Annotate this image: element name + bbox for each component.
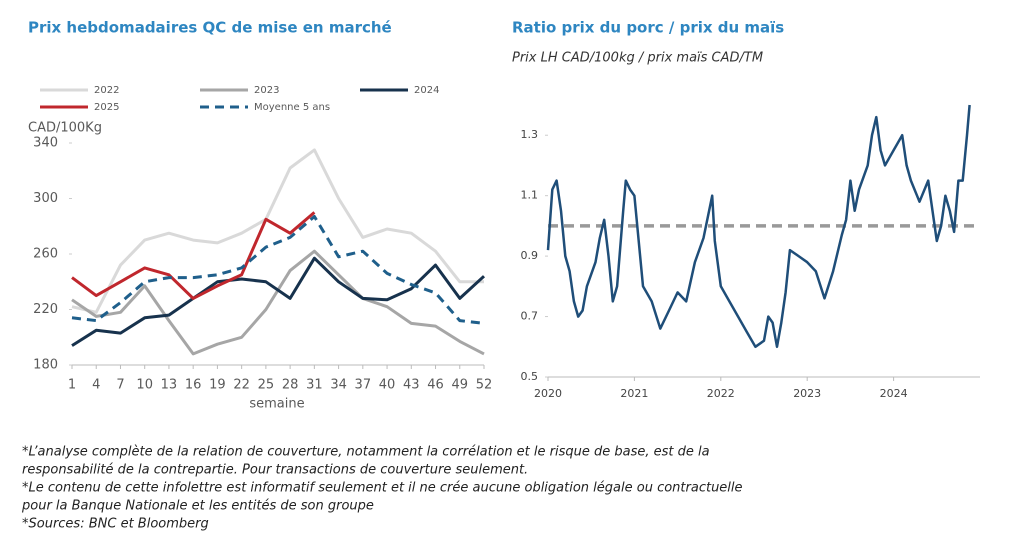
x-tick-label: 2021 <box>620 387 648 400</box>
footnote-line: *Le contenu de cette infolettre est info… <box>22 481 743 496</box>
x-tick-label: 40 <box>379 378 396 393</box>
x-tick-label: 34 <box>330 378 347 393</box>
x-tick-label: 49 <box>451 378 468 393</box>
footnote-line: *L’analyse complète de la relation de co… <box>22 445 710 460</box>
x-tick-label: 19 <box>209 378 226 393</box>
y-axis-label: CAD/100Kg <box>28 121 102 136</box>
x-tick-label: 7 <box>116 378 124 393</box>
footnotes: *L’analyse complète de la relation de co… <box>21 445 743 532</box>
series-line <box>71 148 484 314</box>
x-axis-label: semaine <box>249 397 304 412</box>
x-tick-label: 28 <box>282 378 299 393</box>
y-tick-label: 0.7 <box>521 310 539 323</box>
footnote-line: responsabilité de la contrepartie. Pour … <box>22 463 528 478</box>
y-tick-label: 300 <box>33 191 58 206</box>
x-tick-label: 2022 <box>707 387 735 400</box>
x-tick-label: 31 <box>306 378 323 393</box>
x-tick-label: 43 <box>403 378 420 393</box>
y-tick-label: 1.3 <box>521 128 539 141</box>
legend-label: 2024 <box>414 85 439 96</box>
y-tick-label: 220 <box>33 302 58 317</box>
series-line <box>546 104 971 349</box>
legend-label: 2023 <box>254 85 279 96</box>
x-tick-label: 2024 <box>880 387 908 400</box>
series-line <box>71 211 316 300</box>
series-line <box>71 215 485 325</box>
y-tick-label: 1.1 <box>521 189 539 202</box>
legend-label: Moyenne 5 ans <box>254 102 330 113</box>
x-tick-label: 2020 <box>534 387 562 400</box>
footnote-line: *Sources: BNC et Bloomberg <box>22 517 209 532</box>
x-tick-label: 4 <box>92 378 100 393</box>
x-tick-label: 52 <box>476 378 493 393</box>
chart-title: Prix hebdomadaires QC de mise en marché <box>28 19 392 37</box>
x-tick-label: 37 <box>355 378 372 393</box>
y-tick-label: 340 <box>33 136 58 151</box>
x-tick-label: 13 <box>161 378 178 393</box>
series-line <box>71 256 486 347</box>
series-line <box>71 249 485 356</box>
y-tick-label: 260 <box>33 247 58 262</box>
x-tick-label: 1 <box>68 378 76 393</box>
x-tick-label: 16 <box>185 378 202 393</box>
x-tick-label: 10 <box>136 378 153 393</box>
y-tick-label: 180 <box>33 358 58 373</box>
footnote-line: pour la Banque Nationale et les entités … <box>21 499 374 514</box>
x-tick-label: 22 <box>233 378 250 393</box>
chart-subtitle: Prix LH CAD/100kg / prix maïs CAD/TM <box>512 51 763 66</box>
x-tick-label: 25 <box>258 378 275 393</box>
x-tick-label: 2023 <box>793 387 821 400</box>
x-tick-label: 46 <box>427 378 444 393</box>
legend-label: 2022 <box>94 85 119 96</box>
chart-title: Ratio prix du porc / prix du maïs <box>512 19 784 37</box>
y-tick-label: 0.5 <box>521 370 539 383</box>
legend-label: 2025 <box>94 102 119 113</box>
y-tick-label: 0.9 <box>521 249 539 262</box>
